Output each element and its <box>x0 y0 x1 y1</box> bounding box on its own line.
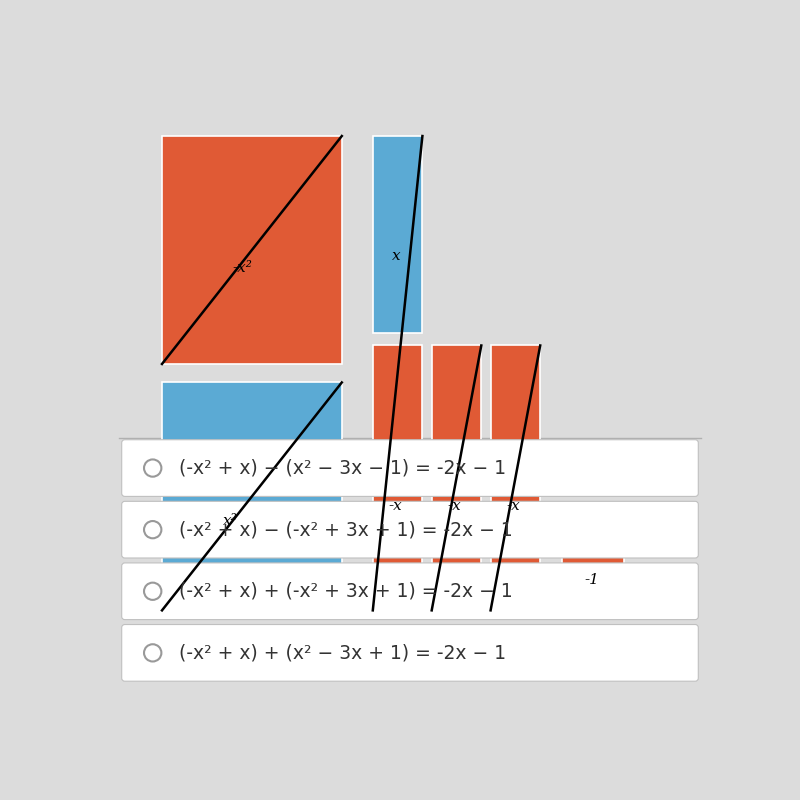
Text: -x²: -x² <box>233 262 253 275</box>
Text: (-x² + x) + (-x² + 3x + 1) = -2x − 1: (-x² + x) + (-x² + 3x + 1) = -2x − 1 <box>179 582 513 601</box>
FancyBboxPatch shape <box>122 502 698 558</box>
Bar <box>432 346 482 610</box>
Text: -1: -1 <box>584 573 599 586</box>
Bar <box>490 346 540 610</box>
Text: x: x <box>392 249 401 263</box>
Text: (-x² + x) + (x² − 3x + 1) = -2x − 1: (-x² + x) + (x² − 3x + 1) = -2x − 1 <box>179 643 506 662</box>
Text: (-x² + x) − (x² − 3x − 1) = -2x − 1: (-x² + x) − (x² − 3x − 1) = -2x − 1 <box>179 458 506 478</box>
FancyBboxPatch shape <box>122 563 698 619</box>
Bar <box>162 382 342 610</box>
Bar <box>562 546 624 610</box>
FancyBboxPatch shape <box>122 440 698 496</box>
FancyBboxPatch shape <box>122 625 698 682</box>
Text: -x: -x <box>506 498 521 513</box>
Bar <box>373 346 422 610</box>
Text: -x: -x <box>389 498 402 513</box>
Text: (-x² + x) − (-x² + 3x + 1) = -2x − 1: (-x² + x) − (-x² + 3x + 1) = -2x − 1 <box>179 520 513 539</box>
Text: x²: x² <box>223 514 238 528</box>
Bar <box>162 136 342 364</box>
Text: -x: -x <box>448 498 462 513</box>
Bar <box>373 136 422 333</box>
